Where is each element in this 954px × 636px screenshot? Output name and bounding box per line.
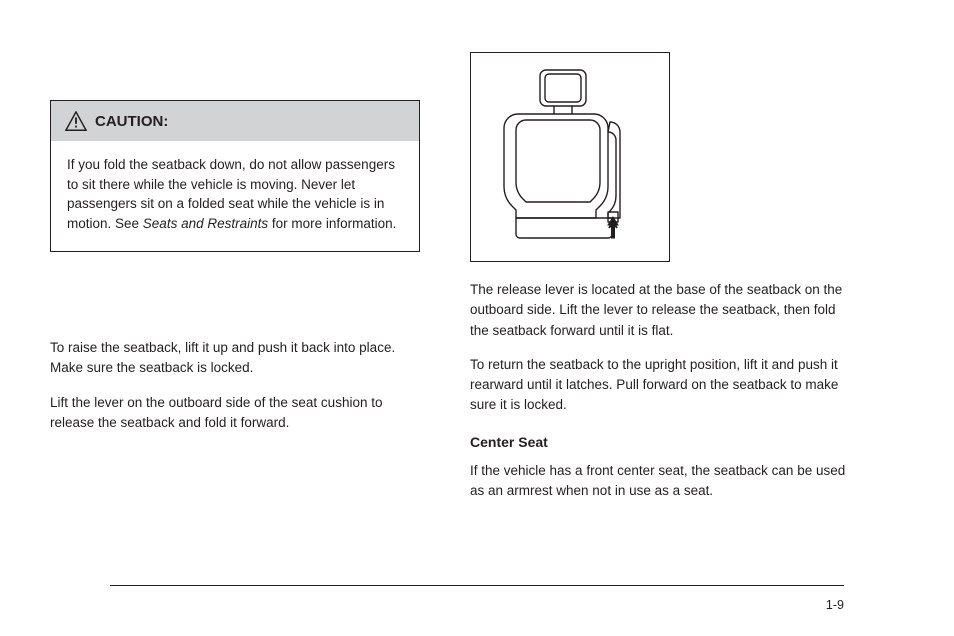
right-column-text: The release lever is located at the base…: [470, 280, 850, 501]
right-column: The release lever is located at the base…: [470, 52, 850, 515]
right-paragraph: The release lever is located at the base…: [470, 280, 850, 341]
caution-body-italic: Seats and Restraints: [143, 216, 268, 231]
caution-title: CAUTION:: [95, 113, 168, 130]
right-paragraph: If the vehicle has a front center seat, …: [470, 461, 850, 502]
caution-body: If you fold the seatback down, do not al…: [51, 141, 419, 251]
page-number: 1-9: [826, 598, 844, 612]
left-column-text: To raise the seatback, lift it up and pu…: [50, 338, 420, 447]
left-paragraph: Lift the lever on the outboard side of t…: [50, 393, 420, 434]
warning-triangle-icon: [65, 111, 87, 131]
section-heading-center-seat: Center Seat: [470, 432, 850, 453]
caution-body-suffix: for more information.: [272, 216, 397, 231]
left-paragraph: To raise the seatback, lift it up and pu…: [50, 338, 420, 379]
seat-illustration: [490, 62, 650, 252]
right-paragraph: To return the seatback to the upright po…: [470, 355, 850, 416]
page-footer-rule: [110, 585, 844, 586]
caution-box: CAUTION: If you fold the seatback down, …: [50, 100, 420, 252]
seat-illustration-frame: [470, 52, 670, 262]
caution-header: CAUTION:: [51, 101, 419, 141]
